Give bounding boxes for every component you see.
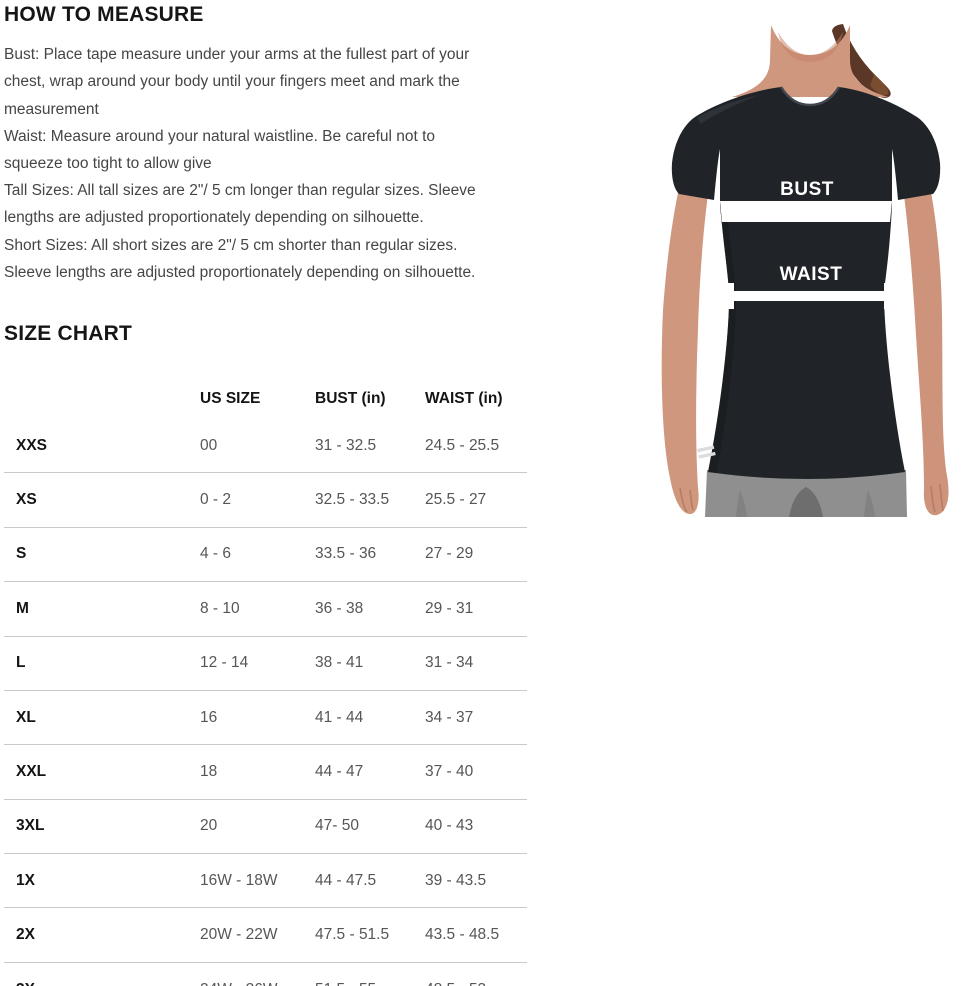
bust-marker: BUST	[720, 179, 892, 222]
waist-cell: 34 - 37	[425, 690, 527, 746]
bust-cell: 31 - 32.5	[315, 418, 425, 474]
us-size-cell: 16	[200, 690, 315, 746]
bust-label: BUST	[780, 179, 834, 200]
right-arm	[898, 140, 949, 516]
bust-cell: 33.5 - 36	[315, 527, 425, 583]
bust-cell: 41 - 44	[315, 690, 425, 746]
us-size-cell: 18	[200, 744, 315, 800]
size-chart-row: XL 16 41 - 44 34 - 37	[4, 690, 527, 746]
leggings	[705, 470, 907, 517]
brand-logo-mark	[697, 445, 716, 459]
bust-cell: 38 - 41	[315, 636, 425, 691]
size-label-cell: XL	[4, 690, 200, 746]
measure-instructions-text: Bust: Place tape measure under your arms…	[4, 46, 476, 281]
size-chart-row: 2X 20W - 22W 47.5 - 51.5 43.5 - 48.5	[4, 907, 527, 963]
size-chart-header-row: US SIZE BUST (in) WAIST (in)	[4, 379, 527, 419]
waist-cell: 37 - 40	[425, 744, 527, 800]
us-size-cell: 00	[200, 418, 315, 474]
waist-marker: WAIST	[728, 264, 890, 309]
us-size-column-header: US SIZE	[200, 389, 261, 407]
waist-cell: 27 - 29	[425, 527, 527, 583]
size-label-cell: S	[4, 527, 200, 583]
size-label-cell: XS	[4, 472, 200, 528]
bust-cell: 36 - 38	[315, 581, 425, 637]
us-size-cell: 16W - 18W	[200, 853, 315, 909]
bust-cell: 32.5 - 33.5	[315, 472, 425, 528]
size-label-cell: 3XL	[4, 799, 200, 855]
size-guide-text-column: HOW TO MEASURE Bust: Place tape measure …	[4, 0, 544, 986]
waist-cell: 29 - 31	[425, 581, 527, 637]
waist-column-header: WAIST (in)	[425, 389, 503, 407]
size-label-cell: 1X	[4, 853, 200, 909]
size-table-body: XXS 00 31 - 32.5 24.5 - 25.5 XS 0 - 2 32…	[4, 418, 527, 986]
size-label-cell: 3X	[4, 962, 200, 986]
size-label-cell: XXS	[4, 418, 200, 474]
left-arm	[661, 140, 714, 515]
size-chart-row: XXL 18 44 - 47 37 - 40	[4, 744, 527, 800]
size-label-cell: L	[4, 636, 200, 691]
size-chart-row: S 4 - 6 33.5 - 36 27 - 29	[4, 527, 527, 583]
bust-cell: 51.5 - 55	[315, 962, 425, 986]
us-size-cell: 20W - 22W	[200, 907, 315, 963]
size-chart-table: US SIZE BUST (in) WAIST (in) XXS 00 31 -…	[4, 379, 527, 986]
waist-label: WAIST	[780, 264, 843, 285]
us-size-cell: 24W - 26W	[200, 962, 315, 986]
us-size-cell: 12 - 14	[200, 636, 315, 691]
size-chart-row: XXS 00 31 - 32.5 24.5 - 25.5	[4, 418, 527, 474]
bust-cell: 47- 50	[315, 799, 425, 855]
bust-cell: 44 - 47.5	[315, 853, 425, 909]
waist-cell: 48.5 - 53	[425, 962, 527, 986]
waist-cell: 31 - 34	[425, 636, 527, 691]
how-to-measure-heading: HOW TO MEASURE	[4, 3, 204, 26]
bust-cell: 44 - 47	[315, 744, 425, 800]
bust-cell: 47.5 - 51.5	[315, 907, 425, 963]
size-chart-row: 1X 16W - 18W 44 - 47.5 39 - 43.5	[4, 853, 527, 909]
us-size-cell: 4 - 6	[200, 527, 315, 583]
size-label-cell: 2X	[4, 907, 200, 963]
bust-column-header: BUST (in)	[315, 389, 386, 407]
us-size-cell: 20	[200, 799, 315, 855]
size-chart-row: 3XL 20 47- 50 40 - 43	[4, 799, 527, 855]
size-chart-row: M 8 - 10 36 - 38 29 - 31	[4, 581, 527, 637]
size-label-cell: XXL	[4, 744, 200, 800]
waist-cell: 40 - 43	[425, 799, 527, 855]
size-column-header	[4, 379, 200, 419]
collar	[779, 86, 841, 107]
size-chart-row: XS 0 - 2 32.5 - 33.5 25.5 - 27	[4, 472, 527, 528]
model-photo: BUST WAIST	[640, 0, 970, 520]
size-chart-row: L 12 - 14 38 - 41 31 - 34	[4, 636, 527, 691]
us-size-cell: 0 - 2	[200, 472, 315, 528]
size-label-cell: M	[4, 581, 200, 637]
size-chart-heading: SIZE CHART	[4, 321, 132, 345]
waist-cell: 39 - 43.5	[425, 853, 527, 909]
neck	[732, 25, 888, 97]
us-size-cell: 8 - 10	[200, 581, 315, 637]
waist-cell: 25.5 - 27	[425, 472, 527, 528]
waist-cell: 24.5 - 25.5	[425, 418, 527, 474]
tshirt	[671, 86, 941, 479]
waist-cell: 43.5 - 48.5	[425, 907, 527, 963]
size-chart-row: 3X 24W - 26W 51.5 - 55 48.5 - 53	[4, 962, 527, 986]
